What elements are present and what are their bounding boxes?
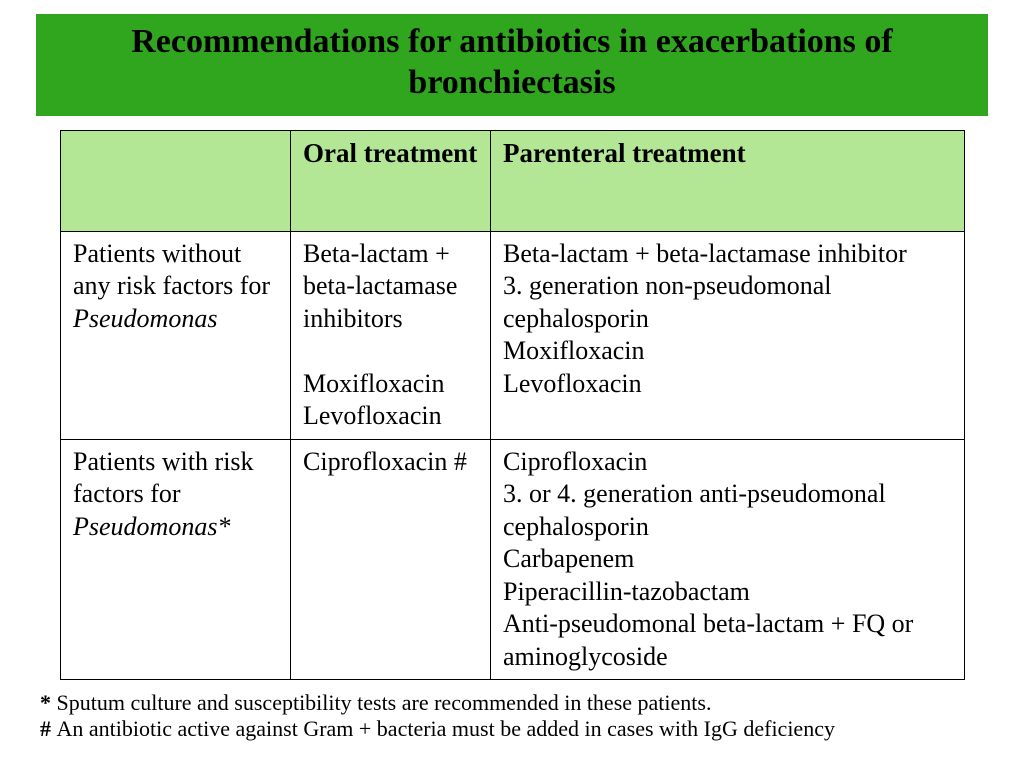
slide: Recommendations for antibiotics in exace… [0, 14, 1024, 782]
header-col2: Oral treatment [291, 130, 491, 231]
row1-label: Patients without any risk factors for Ps… [61, 231, 291, 439]
row2-par-line5: Anti-pseudomonal beta-lactam + FQ or ami… [503, 608, 954, 673]
footnote-1-text: Sputum culture and susceptibility tests … [57, 690, 712, 715]
row2-label-italic: Pseudomonas* [73, 512, 230, 541]
row2-label-plain: Patients with risk factors for [73, 447, 254, 509]
header-col3: Parenteral treatment [491, 130, 965, 231]
slide-title: Recommendations for antibiotics in exace… [36, 14, 988, 116]
row2-label: Patients with risk factors for Pseudomon… [61, 439, 291, 680]
row1-oral-spacer [303, 335, 480, 368]
footnote-2-text: An antibiotic active against Gram + bact… [57, 716, 835, 741]
header-col1 [61, 130, 291, 231]
row2-par-line4: Piperacillin-tazobactam [503, 576, 954, 609]
row1-oral-line3: Levofloxacin [303, 400, 480, 433]
row1-par-line1: Beta-lactam + beta-lactamase inhibitor [503, 238, 954, 271]
row1-label-italic: Pseudomonas [73, 304, 217, 333]
recommendations-table: Oral treatment Parenteral treatment Pati… [60, 130, 965, 681]
row2-parenteral: Ciprofloxacin 3. or 4. generation anti-p… [491, 439, 965, 680]
row1-par-line3: Moxifloxacin [503, 335, 954, 368]
row2-oral: Ciprofloxacin # [291, 439, 491, 680]
footnotes: * Sputum culture and susceptibility test… [40, 690, 984, 743]
footnote-1: * Sputum culture and susceptibility test… [40, 690, 984, 716]
row1-parenteral: Beta-lactam + beta-lactamase inhibitor 3… [491, 231, 965, 439]
row1-label-plain: Patients without any risk factors for [73, 239, 270, 301]
row2-oral-line1: Ciprofloxacin # [303, 446, 480, 479]
table-header-row: Oral treatment Parenteral treatment [61, 130, 965, 231]
row1-oral-line2: Moxifloxacin [303, 368, 480, 401]
footnote-2-mark: # [40, 716, 57, 741]
footnote-2: # An antibiotic active against Gram + ba… [40, 716, 984, 742]
row1-par-line2: 3. generation non-pseudomonal cephalospo… [503, 270, 954, 335]
table-row: Patients without any risk factors for Ps… [61, 231, 965, 439]
row2-par-line1: Ciprofloxacin [503, 446, 954, 479]
row1-par-line4: Levofloxacin [503, 368, 954, 401]
row2-par-line3: Carbapenem [503, 543, 954, 576]
row2-par-line2: 3. or 4. generation anti-pseudomonal cep… [503, 478, 954, 543]
footnote-1-mark: * [40, 690, 57, 715]
row1-oral-line1: Beta-lactam + beta-lactamase inhibitors [303, 238, 480, 336]
row1-oral: Beta-lactam + beta-lactamase inhibitors … [291, 231, 491, 439]
table-row: Patients with risk factors for Pseudomon… [61, 439, 965, 680]
